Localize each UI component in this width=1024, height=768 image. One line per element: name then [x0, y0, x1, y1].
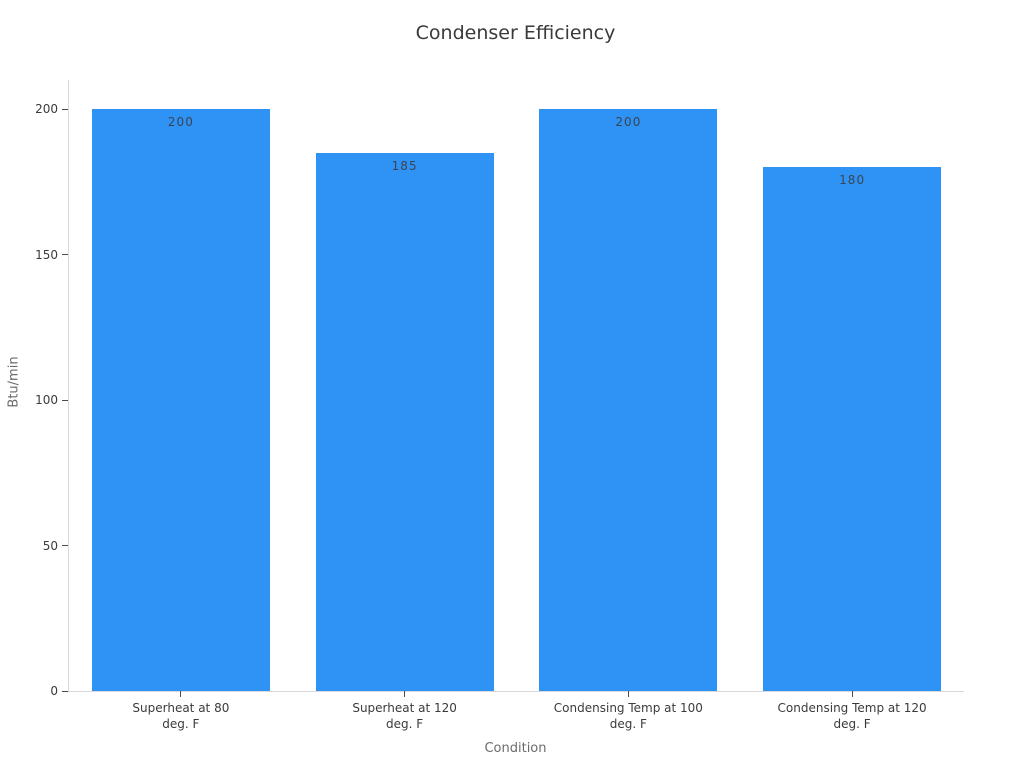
x-tick — [404, 691, 406, 697]
chart-title: Condenser Efficiency — [415, 22, 616, 44]
plot-area: 0 50 100 150 200 200 Superheat at 80 deg. F 185… — [35, 80, 964, 731]
y-tick — [62, 690, 68, 692]
x-tick-label: Condensing Temp at 120 deg. F — [777, 701, 927, 731]
x-tick-label: Superheat at 80 deg. F — [132, 701, 230, 731]
y-tick-label: 200 — [35, 102, 58, 117]
x-axis-title: Condition — [484, 741, 547, 756]
y-tick — [62, 108, 68, 110]
bar-value-label: 185 — [391, 158, 418, 173]
bar — [91, 109, 270, 691]
bar — [539, 109, 718, 691]
bar-value-label: 180 — [839, 173, 866, 188]
y-tick-label: 0 — [50, 684, 58, 698]
bar — [315, 152, 494, 691]
x-tick — [851, 691, 853, 697]
y-tick — [62, 545, 68, 547]
bar-value-label: 200 — [615, 115, 642, 130]
y-tick-label: 150 — [35, 247, 58, 262]
y-tick-label: 100 — [35, 393, 58, 408]
y-tick — [62, 399, 68, 401]
x-tick — [627, 691, 629, 697]
y-tick — [62, 254, 68, 256]
x-tick-label: Superheat at 120 deg. F — [352, 701, 457, 731]
x-tick-label: Condensing Temp at 100 deg. F — [553, 701, 703, 731]
y-tick-label: 50 — [42, 538, 58, 553]
x-tick — [180, 691, 182, 697]
bar-value-label: 200 — [167, 115, 194, 130]
bar — [763, 167, 942, 691]
